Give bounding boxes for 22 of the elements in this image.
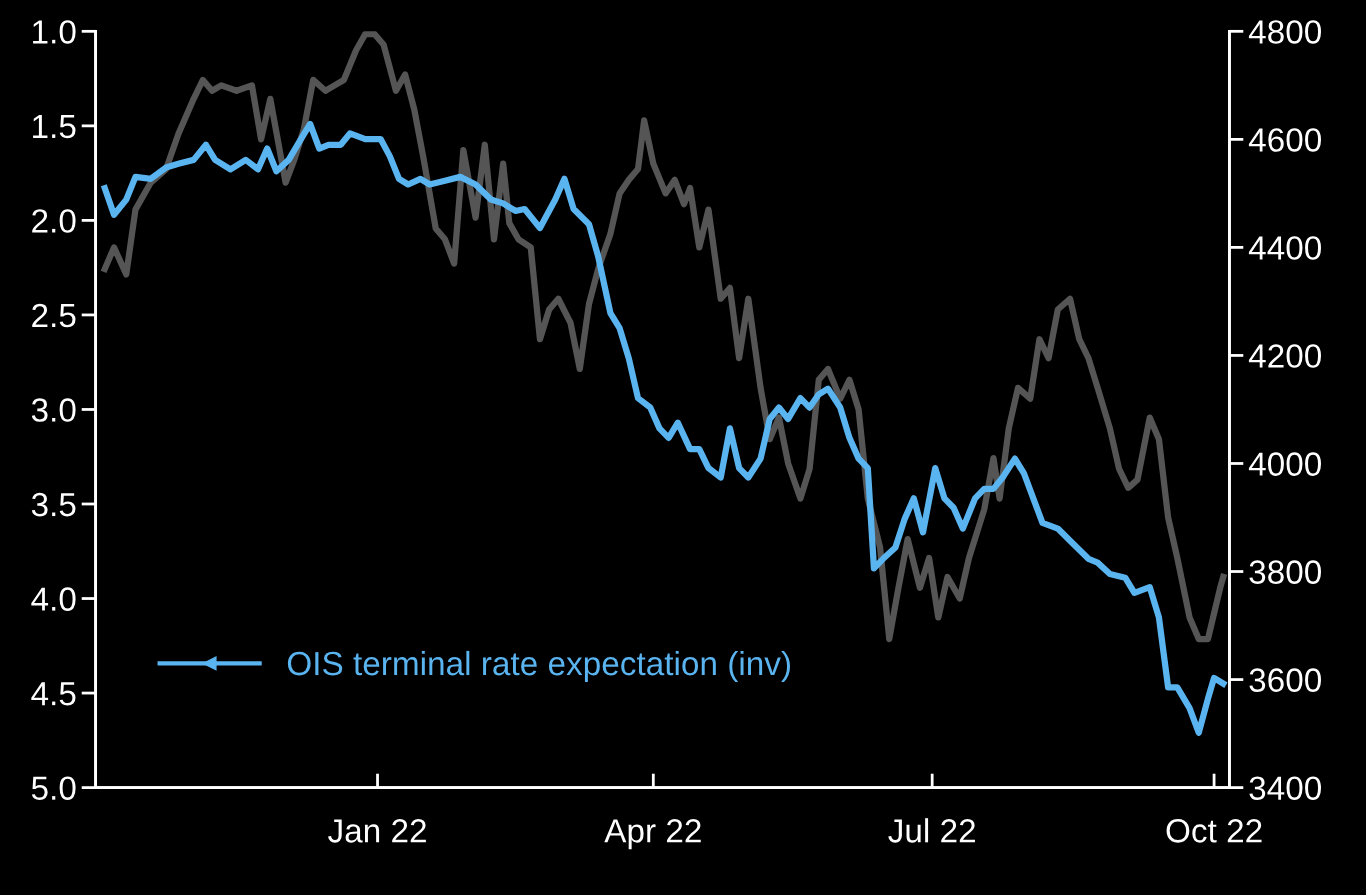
y2-tick-label: 4200 (1248, 344, 1321, 368)
y-tick-label: 3.0 (31, 398, 76, 422)
y2-tick-label: 4600 (1248, 128, 1321, 152)
y-tick-label: 2.5 (32, 303, 76, 328)
x-tick-label: Jul 22 (888, 818, 975, 843)
y-tick-label: 3.5 (31, 492, 76, 517)
y-tick-label: 1.5 (33, 115, 76, 139)
x-tick-label: Jan 22 (328, 819, 426, 843)
y2-tick-label: 4400 (1248, 236, 1321, 260)
y2-tick-label: 4800 (1248, 20, 1321, 44)
x-tick-label: Oct 22 (1166, 819, 1262, 843)
y-tick-label: 2.0 (32, 209, 76, 233)
y-tick-label: 4.0 (31, 587, 76, 611)
y-tick-label: 5.0 (31, 776, 76, 801)
y2-tick-label: 3800 (1249, 560, 1321, 584)
y2-tick-label: 4000 (1248, 452, 1321, 476)
y-tick-label: 1.0 (33, 20, 76, 44)
legend-label: OIS terminal rate expectation (inv) (287, 650, 790, 682)
x-tick-label: Apr 22 (604, 819, 701, 850)
y2-tick-label: 3600 (1249, 668, 1321, 692)
y2-tick-label: 3400 (1249, 776, 1321, 801)
y-tick-label: 4.5 (31, 682, 76, 706)
